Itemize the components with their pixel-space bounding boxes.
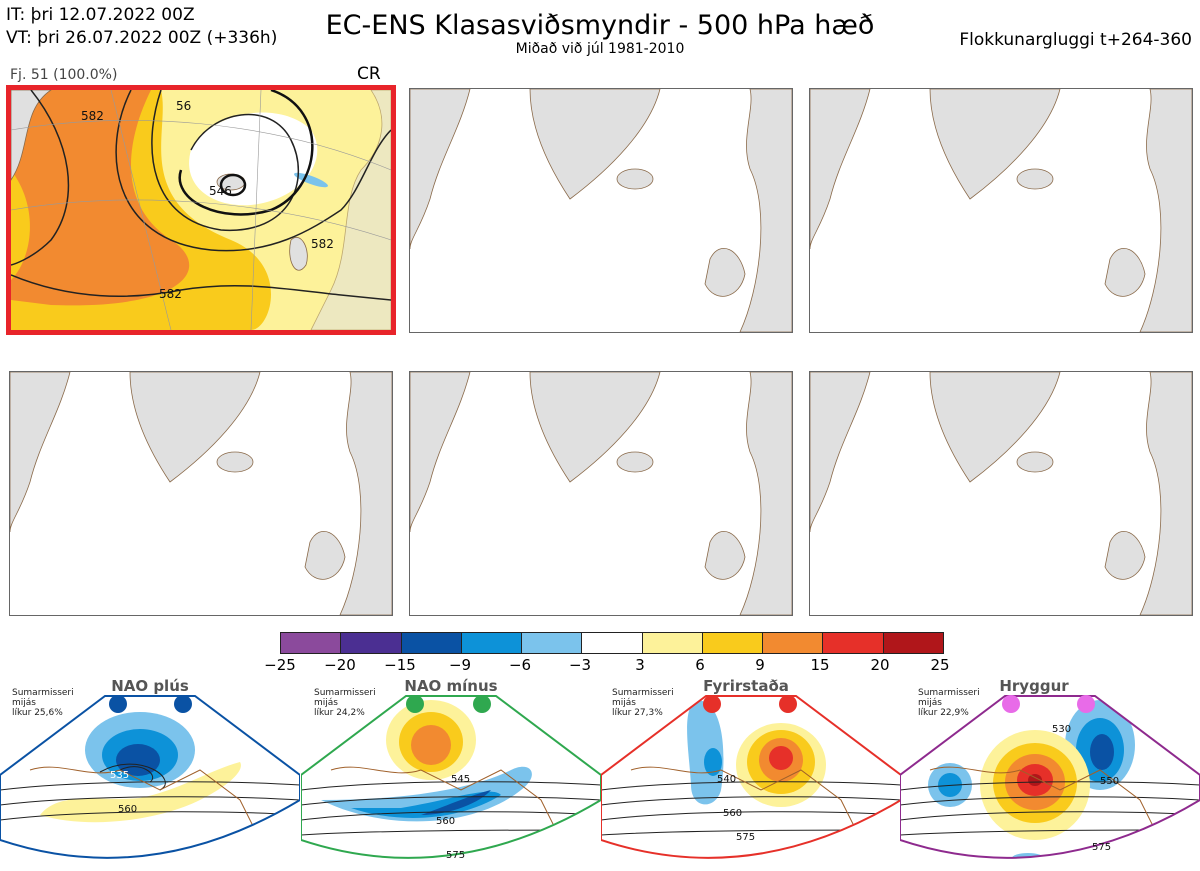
colorbar-tick: −3 <box>568 656 592 674</box>
cluster-6-map <box>810 372 1192 615</box>
cluster-panel-3[interactable] <box>809 88 1193 333</box>
colorbar-tick: 15 <box>810 656 830 674</box>
cluster-panel-4[interactable] <box>9 371 393 616</box>
cluster-4-map <box>10 372 392 615</box>
regime-desc-nao-minus: Sumarmisseri mijás líkur 24,2% <box>314 688 376 718</box>
cluster-panel-2[interactable] <box>409 88 793 333</box>
regime-desc-nao-plus: Sumarmisseri mijás líkur 25,6% <box>12 688 74 718</box>
cluster-1-label: Fj. 51 (100.0%) <box>10 67 118 83</box>
contour-label: 560 <box>723 808 742 819</box>
regime-dot <box>779 695 797 713</box>
contour-label: 56 <box>176 99 191 113</box>
cluster-3-map <box>810 89 1192 332</box>
colorbar-swatch <box>823 633 884 653</box>
regime-map-blocking: 540 560 575 <box>601 695 901 859</box>
regime-title-blocking: Fyrirstaða <box>703 677 789 695</box>
anomaly-colorbar <box>280 632 944 654</box>
contour-label: 535 <box>110 770 129 781</box>
colorbar-swatch <box>702 633 764 653</box>
valid-time: VT: þri 26.07.2022 00Z (+336h) <box>6 28 278 48</box>
contour-label: 582 <box>159 287 182 301</box>
regime-dot <box>406 695 424 713</box>
regime-title-nao-plus: NAO plús <box>111 677 189 695</box>
colorbar-tick: −9 <box>448 656 472 674</box>
contour-label: 575 <box>1092 842 1111 853</box>
colorbar-tick: 25 <box>930 656 950 674</box>
contour-label: 582 <box>81 109 104 123</box>
cluster-panel-1[interactable]: 582 56 546 582 582 <box>6 85 396 335</box>
colorbar-swatch <box>341 633 402 653</box>
cluster-1-regime: CR <box>357 64 381 84</box>
colorbar-swatch <box>522 633 583 653</box>
cluster-panel-6[interactable] <box>809 371 1193 616</box>
colorbar-swatch <box>642 633 703 653</box>
colorbar-tick: 6 <box>695 656 705 674</box>
cluster-2-map <box>410 89 792 332</box>
initial-time: IT: þri 12.07.2022 00Z <box>6 5 195 25</box>
regime-dot <box>1002 695 1020 713</box>
colorbar-swatch <box>281 633 342 653</box>
colorbar-swatch <box>582 633 643 653</box>
contour-label: 550 <box>1100 776 1119 787</box>
colorbar-tick: −15 <box>384 656 416 674</box>
header-info: IT: þri 12.07.2022 00Z VT: þri 26.07.202… <box>6 4 277 50</box>
contour-label: 575 <box>736 832 755 843</box>
regime-dot <box>174 695 192 713</box>
classification-window: Flokkunargluggi t+264-360 <box>959 30 1192 50</box>
colorbar-swatch <box>401 633 462 653</box>
contour-label: 540 <box>717 774 736 785</box>
page-subtitle: Miðað við júl 1981-2010 <box>515 41 685 57</box>
colorbar-swatch <box>763 633 824 653</box>
colorbar-swatch <box>461 633 523 653</box>
colorbar-tick: 20 <box>870 656 890 674</box>
regime-dot <box>1077 695 1095 713</box>
colorbar-tick: 3 <box>635 656 645 674</box>
colorbar-tick: −25 <box>264 656 296 674</box>
contour-label: 575 <box>446 850 465 861</box>
colorbar-tick: 9 <box>755 656 765 674</box>
regime-dot <box>109 695 127 713</box>
regime-map-ridge: 530 550 575 <box>900 695 1200 859</box>
regime-desc-blocking: Sumarmisseri mijás líkur 27,3% <box>612 688 674 718</box>
page-title: EC-ENS Klasasviðsmyndir - 500 hPa hæð <box>325 10 875 41</box>
contour-label: 546 <box>209 184 232 198</box>
cluster-1-map: 582 56 546 582 582 <box>11 90 391 330</box>
colorbar-tick: −6 <box>508 656 532 674</box>
contour-label: 560 <box>118 804 137 815</box>
contour-label: 530 <box>1052 724 1071 735</box>
regime-map-nao-minus: 545 560 575 <box>301 695 601 861</box>
contour-label: 582 <box>311 237 334 251</box>
regime-desc-ridge: Sumarmisseri mijás líkur 22,9% <box>918 688 980 718</box>
regime-dot <box>473 695 491 713</box>
regime-title-ridge: Hryggur <box>999 677 1069 695</box>
regime-dot <box>703 695 721 713</box>
contour-label: 545 <box>451 774 470 785</box>
contour-label: 560 <box>436 816 455 827</box>
cluster-5-map <box>410 372 792 615</box>
colorbar-swatch <box>883 633 943 653</box>
regime-title-nao-minus: NAO mínus <box>404 677 498 695</box>
colorbar-tick: −20 <box>324 656 356 674</box>
cluster-panel-5[interactable] <box>409 371 793 616</box>
regime-map-nao-plus: 535 560 <box>0 695 300 859</box>
